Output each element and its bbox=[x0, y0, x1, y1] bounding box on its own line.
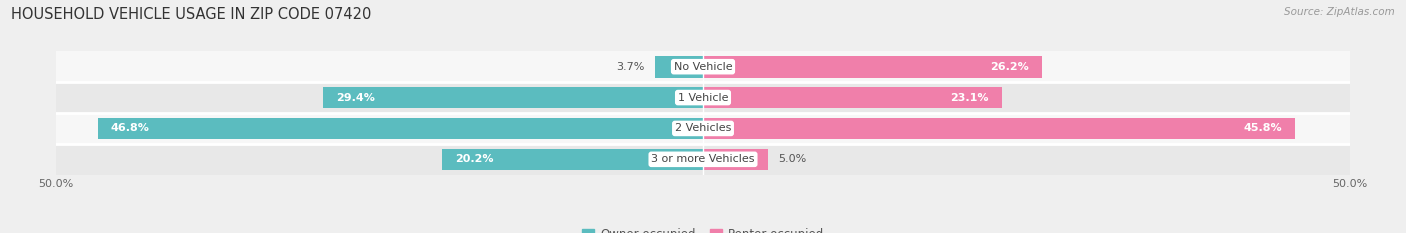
Text: 26.2%: 26.2% bbox=[990, 62, 1029, 72]
Text: Source: ZipAtlas.com: Source: ZipAtlas.com bbox=[1284, 7, 1395, 17]
Text: No Vehicle: No Vehicle bbox=[673, 62, 733, 72]
Legend: Owner-occupied, Renter-occupied: Owner-occupied, Renter-occupied bbox=[578, 223, 828, 233]
Bar bbox=[703, 56, 1042, 78]
Bar bbox=[703, 87, 1002, 108]
Bar bbox=[323, 87, 703, 108]
Bar bbox=[56, 51, 1350, 82]
Text: 23.1%: 23.1% bbox=[950, 93, 988, 103]
Text: 3 or more Vehicles: 3 or more Vehicles bbox=[651, 154, 755, 164]
Text: 3.7%: 3.7% bbox=[616, 62, 645, 72]
Text: 2 Vehicles: 2 Vehicles bbox=[675, 123, 731, 134]
Text: HOUSEHOLD VEHICLE USAGE IN ZIP CODE 07420: HOUSEHOLD VEHICLE USAGE IN ZIP CODE 0742… bbox=[11, 7, 371, 22]
Bar bbox=[703, 148, 768, 170]
Bar bbox=[56, 82, 1350, 113]
Bar bbox=[655, 56, 703, 78]
Text: 46.8%: 46.8% bbox=[111, 123, 149, 134]
Text: 1 Vehicle: 1 Vehicle bbox=[678, 93, 728, 103]
Bar bbox=[56, 113, 1350, 144]
Bar bbox=[441, 148, 703, 170]
Text: 29.4%: 29.4% bbox=[336, 93, 374, 103]
Bar bbox=[56, 144, 1350, 175]
Text: 5.0%: 5.0% bbox=[778, 154, 806, 164]
Text: 45.8%: 45.8% bbox=[1244, 123, 1282, 134]
Bar bbox=[97, 118, 703, 139]
Text: 20.2%: 20.2% bbox=[454, 154, 494, 164]
Bar bbox=[703, 118, 1295, 139]
